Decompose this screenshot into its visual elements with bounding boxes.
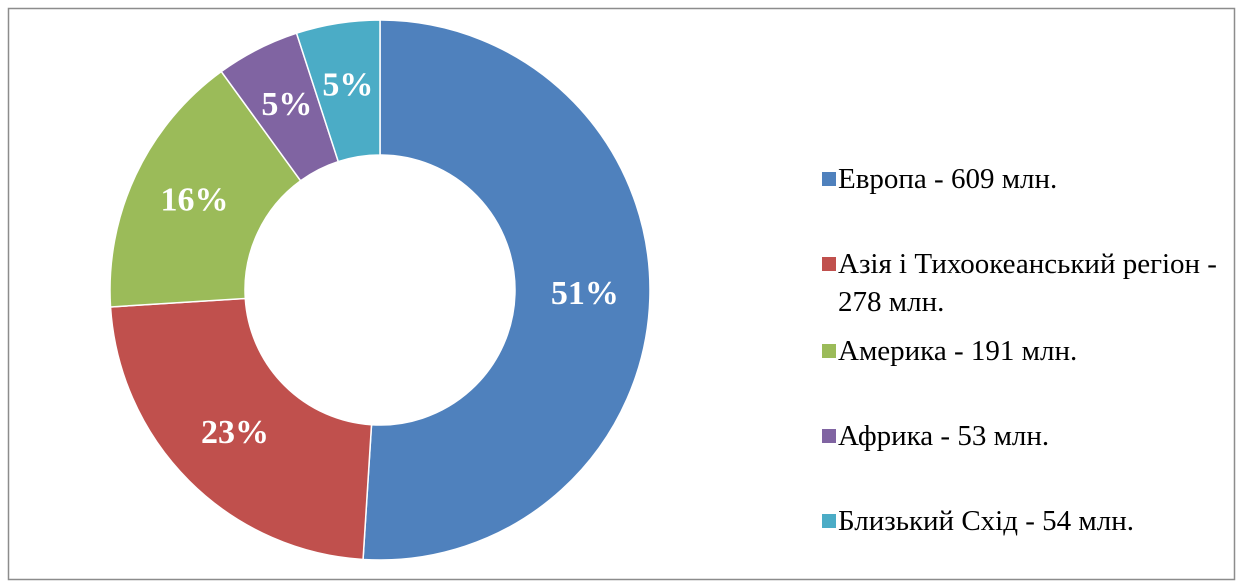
legend-swatch xyxy=(822,344,836,358)
donut-slice xyxy=(109,297,373,561)
legend-item: Европа - 609 млн. xyxy=(822,160,1217,198)
donut-slice xyxy=(295,19,381,163)
legend-item: Америка - 191 млн. xyxy=(822,332,1217,370)
legend-item: Близький Схід - 54 млн. xyxy=(822,502,1217,540)
legend-label: Африка - 53 млн. xyxy=(838,420,1050,452)
data-label: 51% xyxy=(551,275,619,312)
data-label: 5% xyxy=(322,66,373,103)
legend-swatch xyxy=(822,257,836,271)
legend-swatch xyxy=(822,514,836,528)
legend-label: Азія і Тихоокеанський регіон - 278 млн. xyxy=(838,248,1217,318)
legend-label: Близький Схід - 54 млн. xyxy=(838,505,1134,537)
legend-swatch xyxy=(822,172,836,186)
donut-slice xyxy=(109,70,302,308)
legend-label: Америка - 191 млн. xyxy=(838,335,1078,367)
data-label: 16% xyxy=(161,182,229,219)
legend-item: Африка - 53 млн. xyxy=(822,417,1217,455)
legend-label: Европа - 609 млн. xyxy=(838,163,1058,195)
donut-slice xyxy=(362,19,651,561)
data-label: 23% xyxy=(201,414,269,451)
legend-swatch xyxy=(822,429,836,443)
data-label: 5% xyxy=(261,86,312,123)
legend-item: Азія і Тихоокеанський регіон - 278 млн. xyxy=(822,245,1217,321)
